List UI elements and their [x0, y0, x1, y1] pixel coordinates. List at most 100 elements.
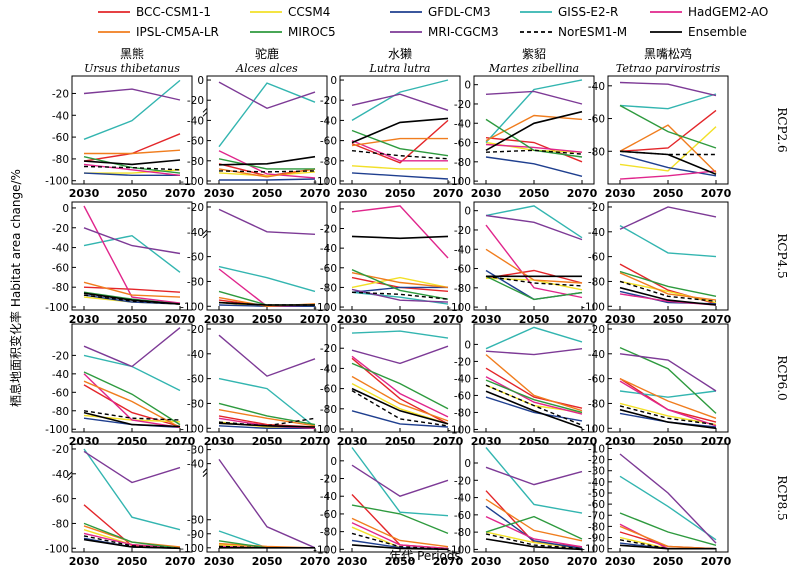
column-title-latin: Alces alces [235, 62, 298, 75]
series-line-mri-cgcm3 [218, 458, 316, 549]
series-line-noresm1-m [351, 150, 449, 160]
y-tick-label: -20 [187, 202, 204, 214]
axis-break-mark [202, 107, 208, 117]
y-tick-label: -40 [320, 243, 337, 255]
column-title-latin: Martes zibellina [488, 62, 579, 75]
legend-item-giss-e2-r: GISS-E2-R [520, 5, 618, 19]
panel-frame [473, 75, 595, 185]
y-tick-label: 0 [197, 75, 204, 87]
series-line-miroc5 [619, 512, 717, 546]
x-tick-label: 2050 [385, 555, 416, 568]
series-line-mri-cgcm3 [351, 93, 449, 111]
y-tick-label: -60 [588, 252, 605, 264]
series-line-giss-e2-r [83, 79, 181, 140]
y-tick-label: -20 [52, 444, 69, 456]
y-tick-label: -40 [187, 349, 204, 361]
x-tick-label: 2030 [204, 435, 235, 448]
y-tick-label: -20 [588, 202, 605, 214]
y-tick-label: -100 [45, 302, 69, 314]
legend-label: GFDL-CM3 [428, 5, 491, 19]
series-line-ensemble [83, 159, 181, 166]
x-tick-label: 2050 [519, 435, 550, 448]
series-line-giss-e2-r [351, 330, 449, 339]
y-tick-label: -60 [588, 499, 605, 511]
series-line-mri-cgcm3 [218, 208, 316, 235]
series-line-ensemble [218, 301, 315, 306]
y-tick-label: -60 [454, 390, 471, 402]
y-tick-label: -80 [454, 157, 471, 169]
x-tick-label: 2030 [337, 187, 368, 200]
series-line-giss-e2-r [619, 93, 717, 110]
y-tick-label: -90 [588, 533, 605, 545]
series-line-mri-cgcm3 [218, 334, 316, 377]
series-line-giss-e2-r [619, 390, 717, 398]
series-line-ensemble [351, 544, 449, 551]
series-line-gfdl-cm3 [485, 156, 583, 177]
legend-label: MIROC5 [288, 25, 336, 39]
column-title-cn: 水獭 [388, 47, 412, 61]
series-line-hadgem2-ao [351, 522, 449, 550]
y-tick-label: -20 [588, 324, 605, 336]
series-line-miroc5 [83, 522, 181, 549]
series-line-mri-cgcm3 [619, 81, 717, 97]
y-tick-label: -80 [320, 282, 337, 294]
series-line-miroc5 [619, 270, 717, 297]
series-line-miroc5 [83, 371, 181, 426]
series-line-gfdl-cm3 [218, 425, 315, 429]
series-line-ipsl-cm5a-lr [619, 272, 717, 301]
y-tick-label: -60 [588, 114, 605, 126]
series-line-giss-e2-r [485, 447, 583, 514]
series-line-ensemble [351, 235, 449, 240]
y-tick-label: 0 [330, 75, 337, 87]
y-tick-label: -40 [187, 459, 204, 471]
x-tick-label: 2050 [117, 187, 148, 200]
series-line-ipsl-cm5a-lr [619, 124, 717, 173]
x-tick-label: 2050 [653, 313, 684, 326]
series-line-giss-e2-r [83, 354, 181, 392]
y-tick-label: -80 [320, 156, 337, 168]
y-tick-label: -60 [52, 387, 69, 399]
series-line-mri-cgcm3 [485, 90, 583, 105]
y-tick-label: -20 [320, 474, 337, 486]
x-tick-label: 2030 [471, 555, 502, 568]
y-tick-label: -100 [447, 424, 471, 436]
series-line-ensemble [351, 387, 449, 425]
x-tick-label: 2030 [605, 555, 636, 568]
y-tick-label: 0 [464, 458, 471, 470]
series-line-noresm1-m [485, 384, 583, 426]
x-tick-label: 2070 [165, 187, 196, 200]
series-line-ipsl-cm5a-lr [485, 248, 583, 284]
y-tick-label: -80 [187, 156, 204, 168]
x-tick-label: 2050 [252, 313, 283, 326]
series-line-ccsm4 [619, 126, 717, 172]
series-line-noresm1-m [218, 170, 316, 173]
y-tick-label: -100 [581, 301, 605, 313]
y-tick-label: -40 [454, 493, 471, 505]
x-tick-label: 2050 [519, 313, 550, 326]
y-tick-label: -80 [588, 146, 605, 158]
legend-item-miroc5: MIROC5 [250, 25, 336, 39]
series-line-gfdl-cm3 [485, 505, 583, 550]
series-line-ccsm4 [218, 171, 316, 177]
series-line-gfdl-cm3 [351, 286, 448, 293]
series-line-ccsm4 [619, 402, 717, 426]
y-tick-label: -60 [320, 509, 337, 521]
y-tick-label: -20 [454, 475, 471, 487]
y-tick-label: -10 [588, 443, 605, 455]
x-tick-label: 2050 [519, 555, 550, 568]
x-tick-label: 2030 [605, 313, 636, 326]
column-title-cn: 驼鹿 [255, 46, 279, 61]
y-tick-label: -80 [454, 407, 471, 419]
x-tick-label: 2070 [701, 313, 732, 326]
legend-label: Ensemble [688, 25, 747, 39]
series-line-giss-e2-r [351, 79, 449, 122]
y-tick-label: -100 [447, 176, 471, 188]
y-tick-label: -80 [454, 283, 471, 295]
series-line-ipsl-cm5a-lr [485, 354, 583, 412]
series-line-noresm1-m [83, 410, 181, 421]
